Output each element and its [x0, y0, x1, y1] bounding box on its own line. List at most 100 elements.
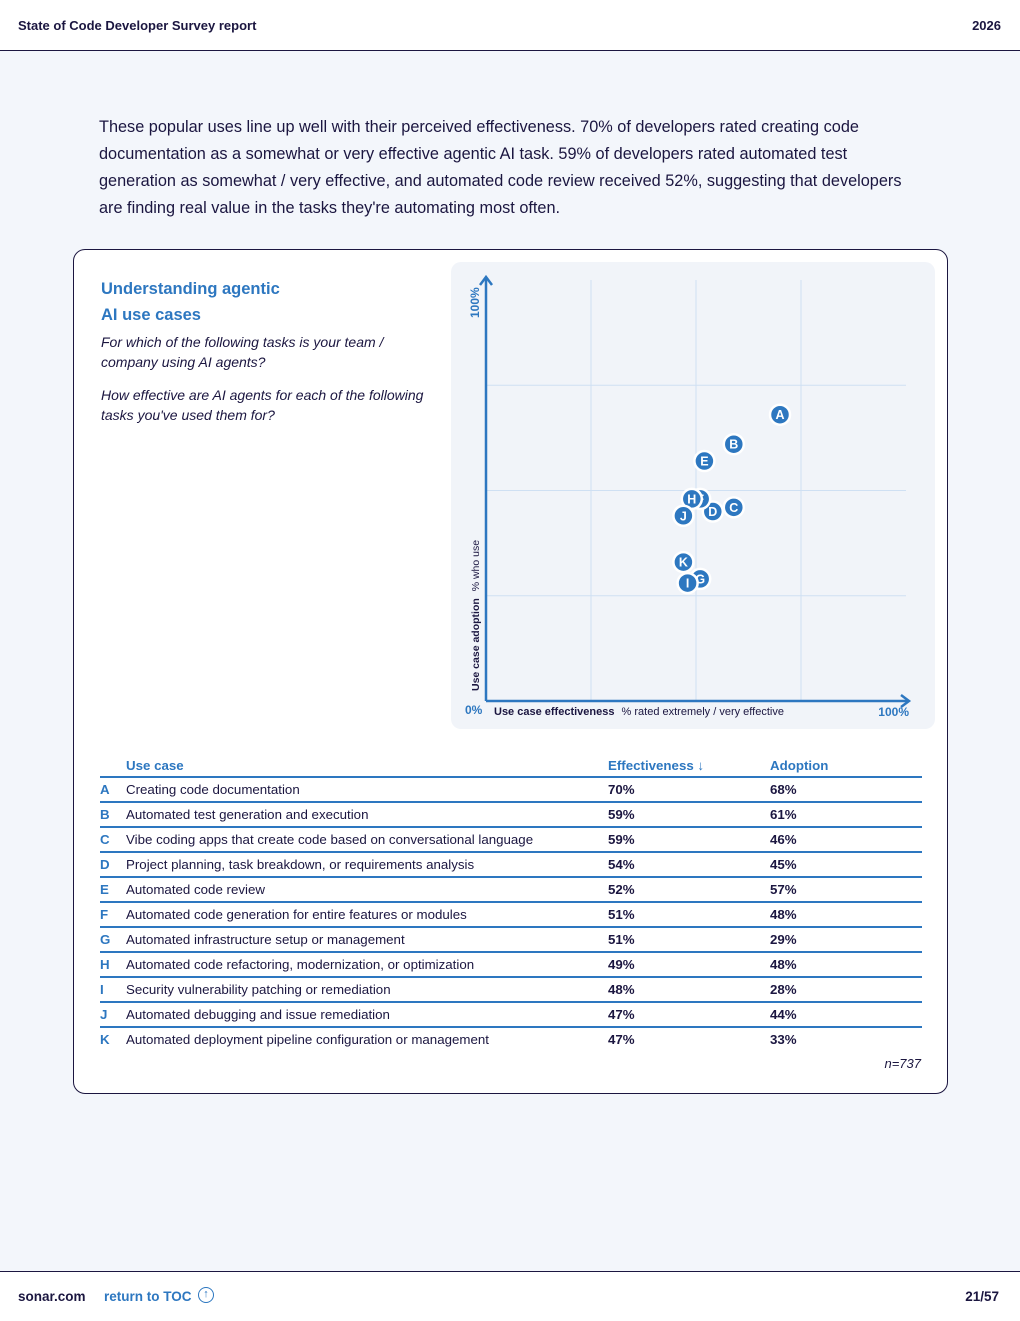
- arrow-up-circle-icon[interactable]: ↑: [198, 1287, 214, 1303]
- table-body: A Creating code documentation 70% 68% B Autom…: [100, 777, 922, 1051]
- y-axis-arrowhead: [479, 274, 493, 286]
- row-effectiveness: 52%: [608, 877, 770, 903]
- data-point-label: B: [729, 438, 738, 452]
- row-use-case: Automated deployment pipeline configurat…: [126, 1032, 489, 1047]
- data-point-e: E: [693, 449, 716, 473]
- y-axis-title-rest: % who use: [470, 540, 482, 592]
- row-adoption: 61%: [770, 802, 922, 828]
- row-use-case: Project planning, task breakdown, or req…: [126, 852, 608, 878]
- table-row: A Creating code documentation 70% 68%: [100, 777, 922, 803]
- chart-points: ABCDEFGHIJK: [672, 403, 792, 595]
- row-key: H: [100, 952, 126, 978]
- row-use-case: Vibe coding apps that create code based …: [126, 827, 608, 853]
- row-key: B: [100, 802, 126, 828]
- scatter-chart-panel: 0% 100% 100% Use case effectiveness % ra…: [451, 262, 935, 729]
- table-row: F Automated code generation for entire fe…: [100, 902, 922, 928]
- row-key: F: [100, 902, 126, 928]
- data-point-marker: [672, 550, 695, 574]
- row-use-case: Automated code refactoring, modernizatio…: [126, 952, 608, 978]
- header-key: [100, 754, 126, 778]
- y-axis-max-label: 100%: [468, 287, 482, 318]
- row-effectiveness: 49%: [608, 952, 770, 978]
- data-point-label: H: [687, 492, 696, 506]
- data-point-marker: [693, 449, 716, 473]
- table-row: K Automated deployment pipeline configura…: [100, 1027, 922, 1051]
- row-effectiveness: 51%: [608, 927, 770, 953]
- data-point-j: J: [672, 504, 695, 528]
- row-adoption: 45%: [770, 852, 922, 878]
- row-effectiveness: 70%: [608, 777, 770, 803]
- row-adoption: 68%: [770, 777, 922, 803]
- row-key: E: [100, 877, 126, 903]
- row-key: D: [100, 852, 126, 878]
- report-title: State of Code Developer Survey report: [18, 18, 257, 33]
- survey-question-effectiveness: How effective are AI agents for each of …: [101, 387, 424, 423]
- row-adoption: 57%: [770, 877, 922, 903]
- row-effectiveness: 47%: [608, 1032, 635, 1047]
- row-use-case: Automated code generation for entire fea…: [126, 902, 608, 928]
- row-use-case: Automated infrastructure setup or manage…: [126, 927, 608, 953]
- table-row: E Automated code review 52% 57%: [100, 877, 922, 903]
- row-adoption: 28%: [770, 977, 922, 1003]
- row-effectiveness: 51%: [608, 902, 770, 928]
- row-adoption: 46%: [770, 827, 922, 853]
- table-row: C Vibe coding apps that create code based…: [100, 827, 922, 853]
- row-key: C: [100, 827, 126, 853]
- row-effectiveness: 54%: [608, 852, 770, 878]
- table-row: B Automated test generation and execution…: [100, 802, 922, 828]
- data-point-k: K: [672, 550, 695, 574]
- row-use-case: Automated code review: [126, 877, 608, 903]
- table-header-row: Use case Effectiveness ↓ Adoption: [100, 754, 922, 778]
- data-point-label: K: [679, 556, 688, 570]
- data-point-label: D: [708, 505, 717, 519]
- data-point-marker: [672, 504, 695, 528]
- report-year: 2026: [972, 18, 1001, 33]
- data-point-marker: [722, 432, 746, 456]
- row-effectiveness: 59%: [608, 802, 770, 828]
- row-key: I: [100, 977, 126, 1003]
- y-axis-title: Use case adoption % who use: [470, 540, 482, 691]
- table-row: J Automated debugging and issue remediati…: [100, 1002, 922, 1028]
- x-axis-title-rest: % rated extremely / very effective: [622, 706, 784, 718]
- data-point-label: I: [686, 577, 689, 591]
- card-title: Understanding agentic AI use cases: [101, 276, 341, 328]
- header-effectiveness[interactable]: Effectiveness ↓: [608, 754, 770, 778]
- row-adoption: 29%: [770, 927, 922, 953]
- x-axis-title: Use case effectiveness % rated extremely…: [494, 706, 784, 718]
- row-use-case: Creating code documentation: [126, 777, 608, 803]
- data-point-label: A: [775, 408, 784, 422]
- header-adoption[interactable]: Adoption: [770, 754, 922, 778]
- row-effectiveness: 47%: [608, 1002, 770, 1028]
- data-point-marker: [768, 403, 792, 426]
- use-case-table: Use case Effectiveness ↓ Adoption A Creat…: [100, 754, 922, 1051]
- intro-paragraph: These popular uses line up well with the…: [99, 118, 902, 217]
- row-key: J: [100, 1002, 126, 1028]
- scatter-chart: 0% 100% 100% Use case effectiveness % ra…: [465, 274, 912, 719]
- data-point-marker: [676, 571, 699, 595]
- card-title-line-1: Understanding agentic: [101, 280, 280, 298]
- data-point-a: A: [768, 403, 792, 426]
- row-key: A: [100, 777, 126, 803]
- sample-size-label: n=737: [884, 1056, 921, 1071]
- page-number: 21/57: [965, 1289, 999, 1304]
- page-footer: sonar.com return to TOC ↑ 21/57: [0, 1271, 1020, 1321]
- data-point-c: C: [722, 496, 746, 519]
- row-adoption: 48%: [770, 952, 922, 978]
- table-row: I Security vulnerability patching or reme…: [100, 977, 922, 1003]
- row-effectiveness: 59%: [608, 827, 770, 853]
- table-row: D Project planning, task breakdown, or re…: [100, 852, 922, 878]
- row-use-case: Automated test generation and execution: [126, 802, 608, 828]
- table-row: G Automated infrastructure setup or manag…: [100, 927, 922, 953]
- row-adoption: 48%: [770, 902, 922, 928]
- header-use-case: Use case: [126, 754, 608, 778]
- site-link[interactable]: sonar.com: [18, 1289, 86, 1304]
- data-point-label: E: [700, 455, 708, 469]
- data-point-i: I: [676, 571, 699, 595]
- return-to-toc-link[interactable]: return to TOC: [104, 1289, 192, 1304]
- chart-axes: 0% 100% 100% Use case effectiveness % ra…: [465, 274, 912, 719]
- x-axis-max-label: 100%: [878, 705, 909, 719]
- data-point-label: J: [680, 509, 687, 523]
- row-key: G: [100, 927, 126, 953]
- row-effectiveness: 48%: [608, 977, 770, 1003]
- data-point-b: B: [722, 432, 746, 456]
